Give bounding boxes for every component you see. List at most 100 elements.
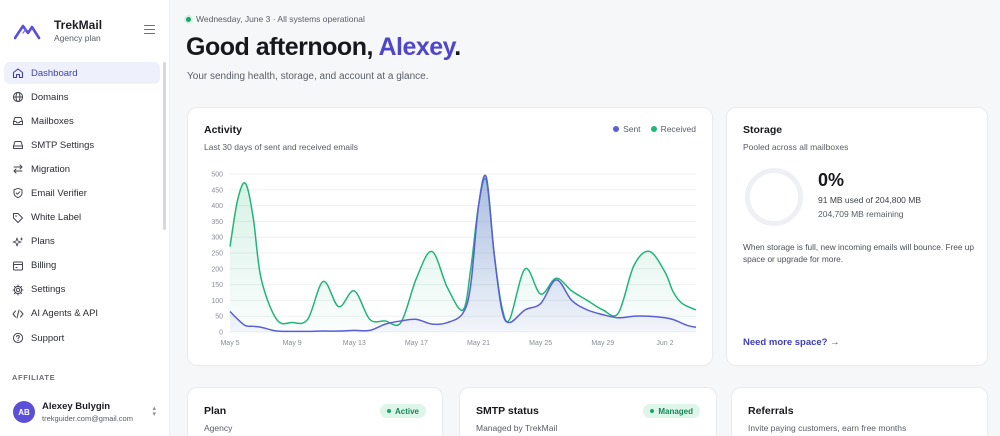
referrals-subtitle: Invite paying customers, earn free month…: [748, 423, 907, 433]
y-tick-label: 400: [211, 203, 223, 210]
x-tick-label: May 13: [343, 340, 366, 347]
sidebar-item-dashboard[interactable]: Dashboard: [4, 62, 160, 84]
sidebar-scrollbar[interactable]: [163, 62, 166, 230]
sidebar-item-plans[interactable]: Plans: [4, 231, 160, 253]
storage-subtitle: Pooled across all mailboxes: [743, 142, 849, 152]
menu-toggle-icon[interactable]: [144, 25, 155, 35]
x-tick-label: May 25: [529, 340, 552, 347]
globe-icon: [12, 91, 24, 103]
legend-received-label: Received: [660, 124, 696, 134]
chevron-up-down-icon: ▴ ▾: [152, 405, 156, 418]
status-dot-icon: [186, 16, 191, 22]
x-tick-label: May 21: [467, 340, 490, 347]
sidebar: TrekMail Agency plan Dashboard Domains M…: [0, 0, 170, 436]
mountain-logo-icon: [14, 24, 41, 40]
affiliate-section-label: AFFILIATE: [12, 373, 56, 382]
storage-note: When storage is full, new incoming email…: [743, 242, 975, 264]
storage-card: Storage Pooled across all mailboxes 0% 9…: [726, 107, 988, 366]
status-badge: Active: [379, 404, 426, 418]
sidebar-item-label: Billing: [31, 260, 57, 272]
y-tick-label: 500: [211, 172, 223, 179]
legend-sent-label: Sent: [623, 124, 641, 134]
storage-ring: [745, 168, 803, 226]
tag-icon: [12, 212, 24, 224]
y-tick-label: 0: [219, 330, 223, 337]
sidebar-item-label: Support: [31, 332, 65, 344]
y-tick-label: 350: [211, 219, 223, 226]
smtp-badge-label: Managed: [658, 406, 693, 416]
legend-sent[interactable]: Sent: [613, 124, 641, 134]
x-tick-label: May 29: [591, 340, 614, 347]
brand-plan: Agency plan: [54, 33, 101, 43]
sidebar-item-label: Email Verifier: [31, 187, 87, 199]
user-email: trekguider.com@gmail.com: [42, 413, 133, 423]
sidebar-item-label: Plans: [31, 236, 55, 248]
chart-legend: Sent Received: [613, 124, 696, 134]
sidebar-item-migration[interactable]: Migration: [4, 158, 160, 180]
sidebar-item-label: SMTP Settings: [31, 139, 95, 151]
code-icon: [12, 308, 24, 320]
smtp-status-card: SMTP status Managed Managed by TrekMail: [459, 387, 717, 436]
page-title: Good afternoon, Alexey.: [186, 33, 461, 62]
x-tick-label: May 9: [283, 340, 302, 347]
y-tick-label: 50: [215, 314, 223, 321]
y-tick-label: 250: [211, 251, 223, 258]
home-icon: [12, 67, 24, 79]
y-tick-label: 100: [211, 298, 223, 305]
sidebar-item-domains[interactable]: Domains: [4, 86, 160, 108]
x-tick-label: Jun 2: [656, 340, 673, 347]
arrows-icon: [12, 163, 24, 175]
storage-percent: 0%: [818, 170, 845, 190]
page-subtitle: Your sending health, storage, and accoun…: [187, 71, 429, 82]
sidebar-item-smtp-settings[interactable]: SMTP Settings: [4, 134, 160, 156]
plan-card: Plan Active Agency: [187, 387, 443, 436]
system-status-text: Wednesday, June 3 · All systems operatio…: [196, 14, 365, 24]
greeting-prefix: Good afternoon,: [186, 33, 379, 61]
y-tick-label: 200: [211, 266, 223, 273]
sidebar-item-white-label[interactable]: White Label: [4, 207, 160, 229]
series-line-sent: [229, 174, 697, 333]
sidebar-item-support[interactable]: Support: [4, 327, 160, 349]
sidebar-item-label: Settings: [31, 284, 66, 296]
smtp-title: SMTP status: [476, 405, 539, 417]
need-more-space-link[interactable]: Need more space? →: [743, 337, 840, 348]
sidebar-item-label: White Label: [31, 212, 82, 224]
y-tick-label: 300: [211, 235, 223, 242]
sidebar-item-ai-agents-api[interactable]: AI Agents & API: [4, 303, 160, 325]
referrals-title: Referrals: [748, 405, 794, 417]
greeting-name: Alexey: [378, 33, 455, 61]
activity-chart[interactable]: 0 50 100 150 200 250 300 350 400 450 500 May 5 May 9…: [190, 166, 710, 356]
sidebar-item-settings[interactable]: Settings: [4, 279, 160, 301]
avatar: AB: [13, 401, 35, 423]
sidebar-item-label: Dashboard: [31, 67, 78, 79]
plan-subtitle: Agency: [204, 423, 233, 433]
status-badge: Managed: [643, 404, 700, 418]
y-tick-label: 450: [211, 187, 223, 194]
sidebar-item-email-verifier[interactable]: Email Verifier: [4, 182, 160, 204]
sidebar-item-label: Domains: [31, 91, 69, 103]
receipt-icon: [12, 260, 24, 272]
greeting-suffix: .: [454, 33, 461, 61]
inbox-icon: [12, 115, 24, 127]
sidebar-item-mailboxes[interactable]: Mailboxes: [4, 110, 160, 132]
activity-title: Activity: [204, 124, 242, 136]
storage-title: Storage: [743, 124, 783, 136]
user-menu[interactable]: AB Alexey Bulygin trekguider.com@gmail.c…: [6, 394, 164, 430]
user-name: Alexey Bulygin: [42, 400, 111, 412]
brand[interactable]: TrekMail Agency plan: [14, 18, 102, 44]
sidebar-item-label: Migration: [31, 163, 71, 175]
storage-used: 91 MB used of 204,800 MB: [818, 195, 922, 205]
smtp-subtitle: Managed by TrekMail: [476, 423, 558, 433]
plan-title: Plan: [204, 405, 227, 417]
brand-name: TrekMail: [54, 18, 103, 32]
server-icon: [12, 139, 24, 151]
gear-icon: [12, 284, 24, 296]
x-tick-label: May 17: [405, 340, 428, 347]
plan-badge-label: Active: [394, 406, 419, 416]
shield-check-icon: [12, 187, 24, 199]
sidebar-item-billing[interactable]: Billing: [4, 255, 160, 277]
storage-remaining: 204,709 MB remaining: [818, 209, 904, 219]
sidebar-item-label: AI Agents & API: [31, 308, 99, 320]
legend-received[interactable]: Received: [650, 124, 696, 134]
sidebar-item-label: Mailboxes: [31, 115, 74, 127]
